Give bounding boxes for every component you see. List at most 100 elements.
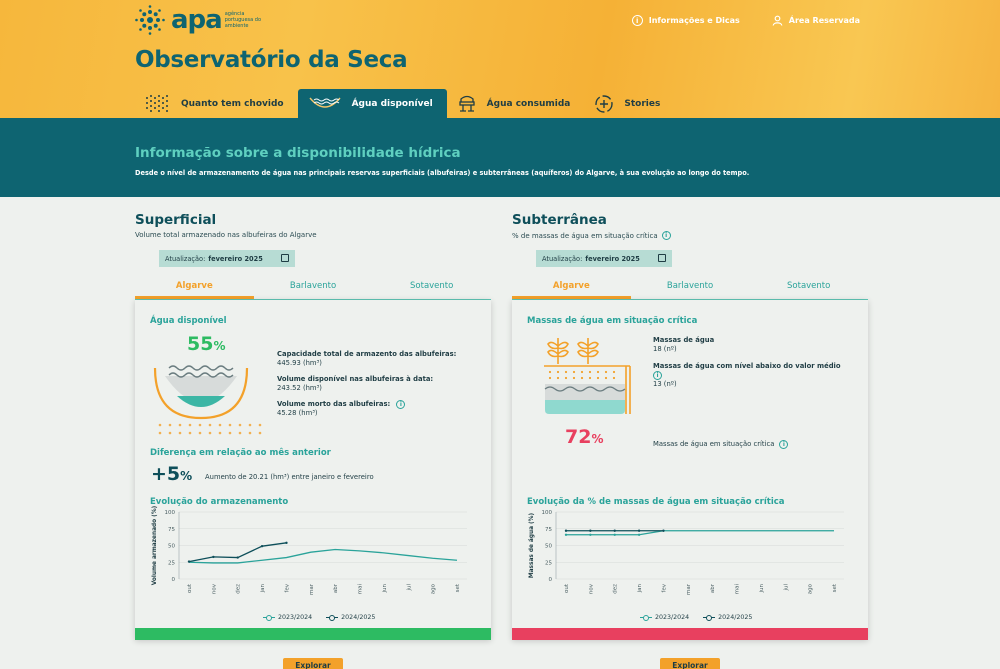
reserved-area-link[interactable]: Área Reservada bbox=[772, 15, 860, 26]
update-date-picker[interactable]: Atualização: fevereiro 2025 bbox=[159, 250, 295, 267]
data-point bbox=[637, 533, 641, 536]
data-point bbox=[613, 533, 616, 536]
dots-decoration bbox=[158, 423, 262, 435]
dead-volume-info: Volume morto das albufeiras: i 45.28 (hm… bbox=[277, 400, 406, 418]
tab-water-consumed[interactable]: Água consumida bbox=[447, 89, 585, 118]
difference-text: Aumento de 20.21 (hm³) entre janeiro e f… bbox=[205, 473, 374, 481]
status-bar-green bbox=[135, 628, 491, 640]
info-icon[interactable]: i bbox=[779, 440, 789, 449]
x-tick-label: fev bbox=[284, 583, 290, 592]
legend-2024-2025: 2024/2025 bbox=[703, 614, 752, 621]
data-point bbox=[589, 529, 592, 532]
data-point bbox=[285, 541, 288, 545]
aquifer-illustration-icon bbox=[544, 338, 631, 414]
update-date-picker[interactable]: Atualização: fevereiro 2025 bbox=[536, 250, 672, 267]
explore-button-subterranea[interactable]: Explorar bbox=[660, 658, 720, 669]
x-tick-label: mar bbox=[309, 583, 315, 595]
apa-logo-icon bbox=[135, 5, 165, 35]
y-tick-label: 75 bbox=[545, 527, 552, 533]
subterranea-subtitle: % de massas de água em situação crítica … bbox=[512, 231, 868, 240]
difference-percent: +5% bbox=[151, 463, 193, 485]
storage-chart-legend: 2023/2024 2024/2025 bbox=[263, 614, 375, 621]
stories-icon bbox=[595, 94, 614, 113]
x-tick-label: ago bbox=[431, 583, 437, 594]
header: apa agência portuguesa do ambiente i Inf… bbox=[0, 0, 1000, 118]
main-tabs: Quanto tem chovido Água disponível Água … bbox=[135, 89, 674, 118]
page-title: Observatório da Seca bbox=[135, 47, 408, 73]
x-tick-label: ago bbox=[808, 583, 814, 594]
x-tick-label: dez bbox=[613, 584, 619, 594]
info-banner: Informação sobre a disponibilidade hídri… bbox=[0, 118, 1000, 197]
y-tick-label: 75 bbox=[168, 527, 175, 533]
y-tick-label: 100 bbox=[165, 510, 176, 516]
x-tick-label: jul bbox=[406, 584, 412, 592]
masses-info: Massas de água 18 (nº) bbox=[653, 336, 715, 353]
reservoir-illustration-icon bbox=[153, 365, 249, 420]
legend-2023-2024: 2023/2024 bbox=[640, 614, 689, 621]
storage-chart-title: Evolução do armazenamento bbox=[150, 497, 289, 507]
reservoir-icon bbox=[309, 97, 341, 108]
legend-2023-2024: 2023/2024 bbox=[263, 614, 312, 621]
info-icon[interactable]: i bbox=[661, 231, 671, 240]
x-tick-label: jan bbox=[637, 583, 643, 593]
available-water-title: Água disponível bbox=[150, 316, 227, 326]
subtab-barlavento[interactable]: Barlavento bbox=[666, 281, 714, 291]
y-tick-label: 25 bbox=[168, 560, 175, 566]
data-point bbox=[662, 529, 665, 532]
data-point bbox=[236, 556, 239, 559]
tap-icon bbox=[459, 95, 475, 112]
banner-title: Informação sobre a disponibilidade hídri… bbox=[135, 145, 461, 161]
region-tabs: Algarve Barlavento Sotavento bbox=[512, 278, 868, 300]
tab-stories[interactable]: Stories bbox=[584, 89, 674, 118]
x-tick-label: jul bbox=[783, 584, 789, 592]
critical-masses-title: Massas de água em situação crítica bbox=[527, 316, 698, 326]
volume-info: Volume disponível nas albufeiras à data:… bbox=[277, 375, 434, 392]
subterranea-title: Subterrânea bbox=[512, 212, 607, 228]
critical-chart-legend: 2023/2024 2024/2025 bbox=[640, 614, 752, 621]
status-bar-red bbox=[512, 628, 868, 640]
y-tick-label: 0 bbox=[549, 577, 553, 583]
x-tick-label: dez bbox=[236, 584, 242, 594]
explore-button-superficial[interactable]: Explorar bbox=[283, 658, 343, 669]
series-line-0 bbox=[188, 548, 458, 564]
info-tips-link[interactable]: i Informações e Dicas bbox=[631, 15, 740, 26]
info-icon[interactable]: i bbox=[653, 371, 662, 380]
tab-available-water[interactable]: Água disponível bbox=[297, 89, 447, 118]
below-average-info: Massas de água com nível abaixo do valor… bbox=[653, 362, 841, 388]
subtab-sotavento[interactable]: Sotavento bbox=[787, 281, 831, 291]
x-tick-label: set bbox=[832, 583, 838, 592]
subtab-algarve[interactable]: Algarve bbox=[512, 278, 631, 299]
available-percent: 55% bbox=[187, 333, 226, 355]
logo-subtitle: agência portuguesa do ambiente bbox=[224, 11, 262, 29]
critical-label: Massas de água em situação crítica i bbox=[653, 440, 789, 449]
logo[interactable]: apa agência portuguesa do ambiente bbox=[135, 5, 265, 35]
critical-chart-title: Evolução da % de massas de água em situa… bbox=[527, 497, 785, 507]
data-point bbox=[613, 529, 616, 532]
x-tick-label: set bbox=[455, 583, 461, 592]
x-tick-label: jan bbox=[260, 583, 266, 593]
series-line-0 bbox=[566, 530, 834, 536]
data-point bbox=[187, 560, 191, 563]
subterranea-section: Subterrânea % de massas de água em situa… bbox=[512, 212, 868, 669]
x-tick-label: mai bbox=[735, 584, 741, 595]
x-tick-label: nov bbox=[588, 583, 594, 594]
y-tick-label: 0 bbox=[172, 577, 176, 583]
y-tick-label: 50 bbox=[168, 544, 175, 550]
x-tick-label: fev bbox=[661, 583, 667, 592]
data-point bbox=[212, 555, 215, 559]
x-tick-label: out bbox=[564, 583, 570, 593]
info-icon[interactable]: i bbox=[396, 400, 406, 409]
rain-dots-icon bbox=[146, 94, 168, 112]
storage-chart: Volume armazenado (%) 0 25 50 75 100 out nov dez… bbox=[152, 506, 467, 595]
data-point bbox=[564, 529, 568, 532]
subtab-sotavento[interactable]: Sotavento bbox=[410, 281, 454, 291]
superficial-subtitle: Volume total armazenado nas albufeiras d… bbox=[135, 231, 317, 239]
info-icon: i bbox=[631, 15, 643, 26]
x-tick-label: mar bbox=[686, 583, 692, 595]
tab-rainfall[interactable]: Quanto tem chovido bbox=[135, 89, 298, 118]
subtab-algarve[interactable]: Algarve bbox=[135, 278, 254, 299]
legend-2024-2025: 2024/2025 bbox=[326, 614, 375, 621]
subtab-barlavento[interactable]: Barlavento bbox=[289, 281, 337, 291]
data-point bbox=[260, 544, 264, 548]
subterranea-card: Massas de água em situação crítica Massa… bbox=[512, 300, 868, 640]
